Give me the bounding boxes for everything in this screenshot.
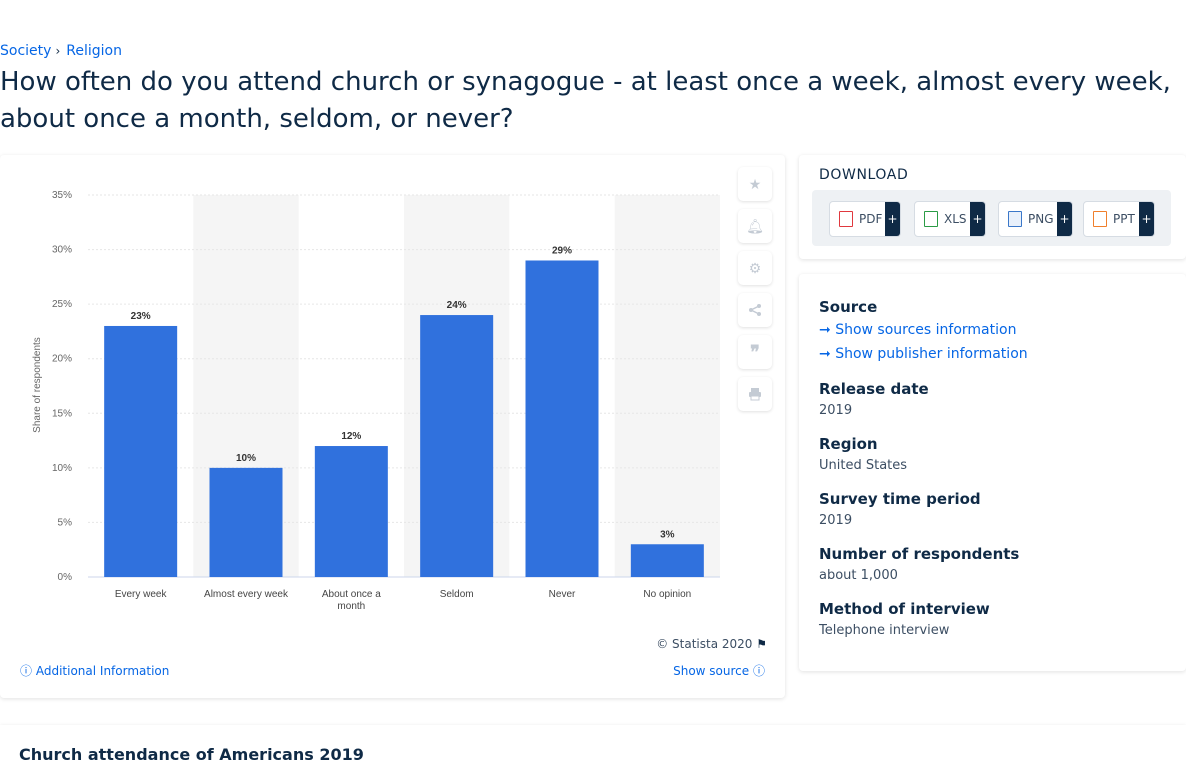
bar-about-once-a-month[interactable] — [314, 446, 388, 577]
bell-icon[interactable]: 🔔︎ — [738, 209, 772, 243]
region-value: United States — [819, 458, 908, 473]
y-tick-label: 10% — [52, 463, 72, 474]
flag-icon[interactable]: ⚑ — [756, 637, 767, 651]
ppt-file-icon — [1093, 211, 1107, 227]
download-buttons: PDF + XLS + PNG + PPT + — [812, 190, 1171, 246]
ppt-plus-icon[interactable]: + — [1139, 202, 1154, 236]
download-ppt-button[interactable]: PPT + — [1083, 201, 1155, 237]
gear-icon[interactable]: ⚙ — [738, 251, 772, 285]
release-date-value: 2019 — [819, 403, 853, 418]
breadcrumb-separator: › — [55, 44, 61, 58]
y-tick-label: 20% — [52, 354, 72, 365]
y-tick-label: 30% — [52, 245, 72, 256]
x-tick-label: About once a month — [322, 589, 381, 612]
show-source-link[interactable]: Show source ⓘ — [673, 662, 765, 679]
copyright-text: © Statista 2020 — [656, 637, 753, 651]
bar-never[interactable] — [525, 260, 599, 577]
survey-period-value: 2019 — [819, 513, 853, 528]
respondents-label: Number of respondents — [819, 545, 1020, 563]
x-tick-label: No opinion — [643, 589, 691, 600]
show-sources-link[interactable]: ➞ Show sources information — [819, 322, 1016, 338]
y-tick-label: 0% — [58, 572, 73, 583]
breadcrumb: Society › Religion — [0, 43, 122, 59]
xls-file-icon — [924, 211, 938, 227]
related-statistic-card: Church attendance of Americans 2019 — [0, 725, 1186, 765]
x-tick-label: Seldom — [440, 589, 474, 600]
png-label: PNG — [1028, 212, 1054, 226]
column-band — [614, 195, 720, 577]
additional-info-link[interactable]: ⓘ Additional Information — [20, 662, 169, 679]
x-tick-label: Every week — [115, 589, 168, 600]
breadcrumb-religion[interactable]: Religion — [66, 43, 122, 59]
arrow-right-icon: ➞ — [819, 346, 831, 362]
method-value: Telephone interview — [819, 623, 950, 638]
method-label: Method of interview — [819, 600, 990, 618]
y-tick-label: 5% — [58, 517, 73, 528]
arrow-right-icon: ➞ — [819, 322, 831, 338]
show-publisher-link[interactable]: ➞ Show publisher information — [819, 346, 1028, 362]
show-sources-label: Show sources information — [835, 322, 1017, 338]
statistic-details-card: Source ➞ Show sources information ➞ Show… — [799, 274, 1186, 671]
y-tick-label: 25% — [52, 299, 72, 310]
y-tick-label: 35% — [52, 190, 72, 201]
respondents-value: about 1,000 — [819, 568, 898, 583]
chart-tools: ★ 🔔︎ ⚙ ❞ — [738, 167, 772, 419]
pdf-label: PDF — [859, 212, 883, 226]
related-statistic-title[interactable]: Church attendance of Americans 2019 — [19, 745, 364, 764]
show-source-label: Show source — [673, 664, 750, 678]
bar-seldom[interactable] — [420, 315, 494, 577]
chart-card: 0% 5% 10% 15% 20% 25% 30% 35% 23% 10% 12% 24% 29% 3%… — [0, 155, 785, 698]
info-circle-icon: ⓘ — [20, 664, 33, 678]
info-circle-icon: ⓘ — [752, 664, 765, 678]
region-label: Region — [819, 435, 878, 453]
bar-chart: 0% 5% 10% 15% 20% 25% 30% 35% 23% 10% 12% 24% 29% 3%… — [32, 190, 720, 612]
bar-almost-every-week[interactable] — [209, 467, 283, 577]
quote-icon[interactable]: ❞ — [738, 335, 772, 369]
download-png-button[interactable]: PNG + — [998, 201, 1073, 237]
page-title: How often do you attend church or synago… — [0, 67, 1171, 134]
pdf-plus-icon[interactable]: + — [885, 202, 900, 236]
data-label: 29% — [552, 245, 572, 256]
top-bar — [0, 0, 1186, 40]
source-label: Source — [819, 298, 878, 316]
y-tick-label: 15% — [52, 408, 72, 419]
bar-every-week[interactable] — [104, 325, 178, 577]
print-icon[interactable] — [738, 377, 772, 411]
data-label: 10% — [236, 453, 256, 464]
share-icon[interactable] — [738, 293, 772, 327]
data-label: 24% — [447, 300, 467, 311]
data-label: 3% — [660, 529, 675, 540]
xls-label: XLS — [944, 212, 967, 226]
download-pdf-button[interactable]: PDF + — [829, 201, 901, 237]
additional-info-label: Additional Information — [35, 664, 170, 678]
data-label: 23% — [131, 311, 151, 322]
release-date-label: Release date — [819, 380, 929, 398]
download-title: DOWNLOAD — [819, 167, 909, 183]
download-card: DOWNLOAD PDF + XLS + PNG + PPT + — [799, 155, 1186, 259]
x-tick-label: Never — [549, 589, 576, 600]
png-plus-icon[interactable]: + — [1057, 202, 1072, 236]
data-label: 12% — [341, 431, 361, 442]
pdf-file-icon — [839, 211, 853, 227]
show-publisher-label: Show publisher information — [835, 346, 1028, 362]
star-icon[interactable]: ★ — [738, 167, 772, 201]
y-axis-label: Share of respondents — [32, 337, 43, 433]
survey-period-label: Survey time period — [819, 490, 981, 508]
download-xls-button[interactable]: XLS + — [914, 201, 986, 237]
ppt-label: PPT — [1113, 212, 1135, 226]
copyright: © Statista 2020 ⚑ — [656, 637, 767, 651]
xls-plus-icon[interactable]: + — [970, 202, 985, 236]
png-file-icon — [1008, 211, 1022, 227]
breadcrumb-society[interactable]: Society — [0, 43, 52, 59]
bar-no-opinion[interactable] — [630, 544, 704, 577]
x-tick-label: Almost every week — [204, 589, 289, 600]
